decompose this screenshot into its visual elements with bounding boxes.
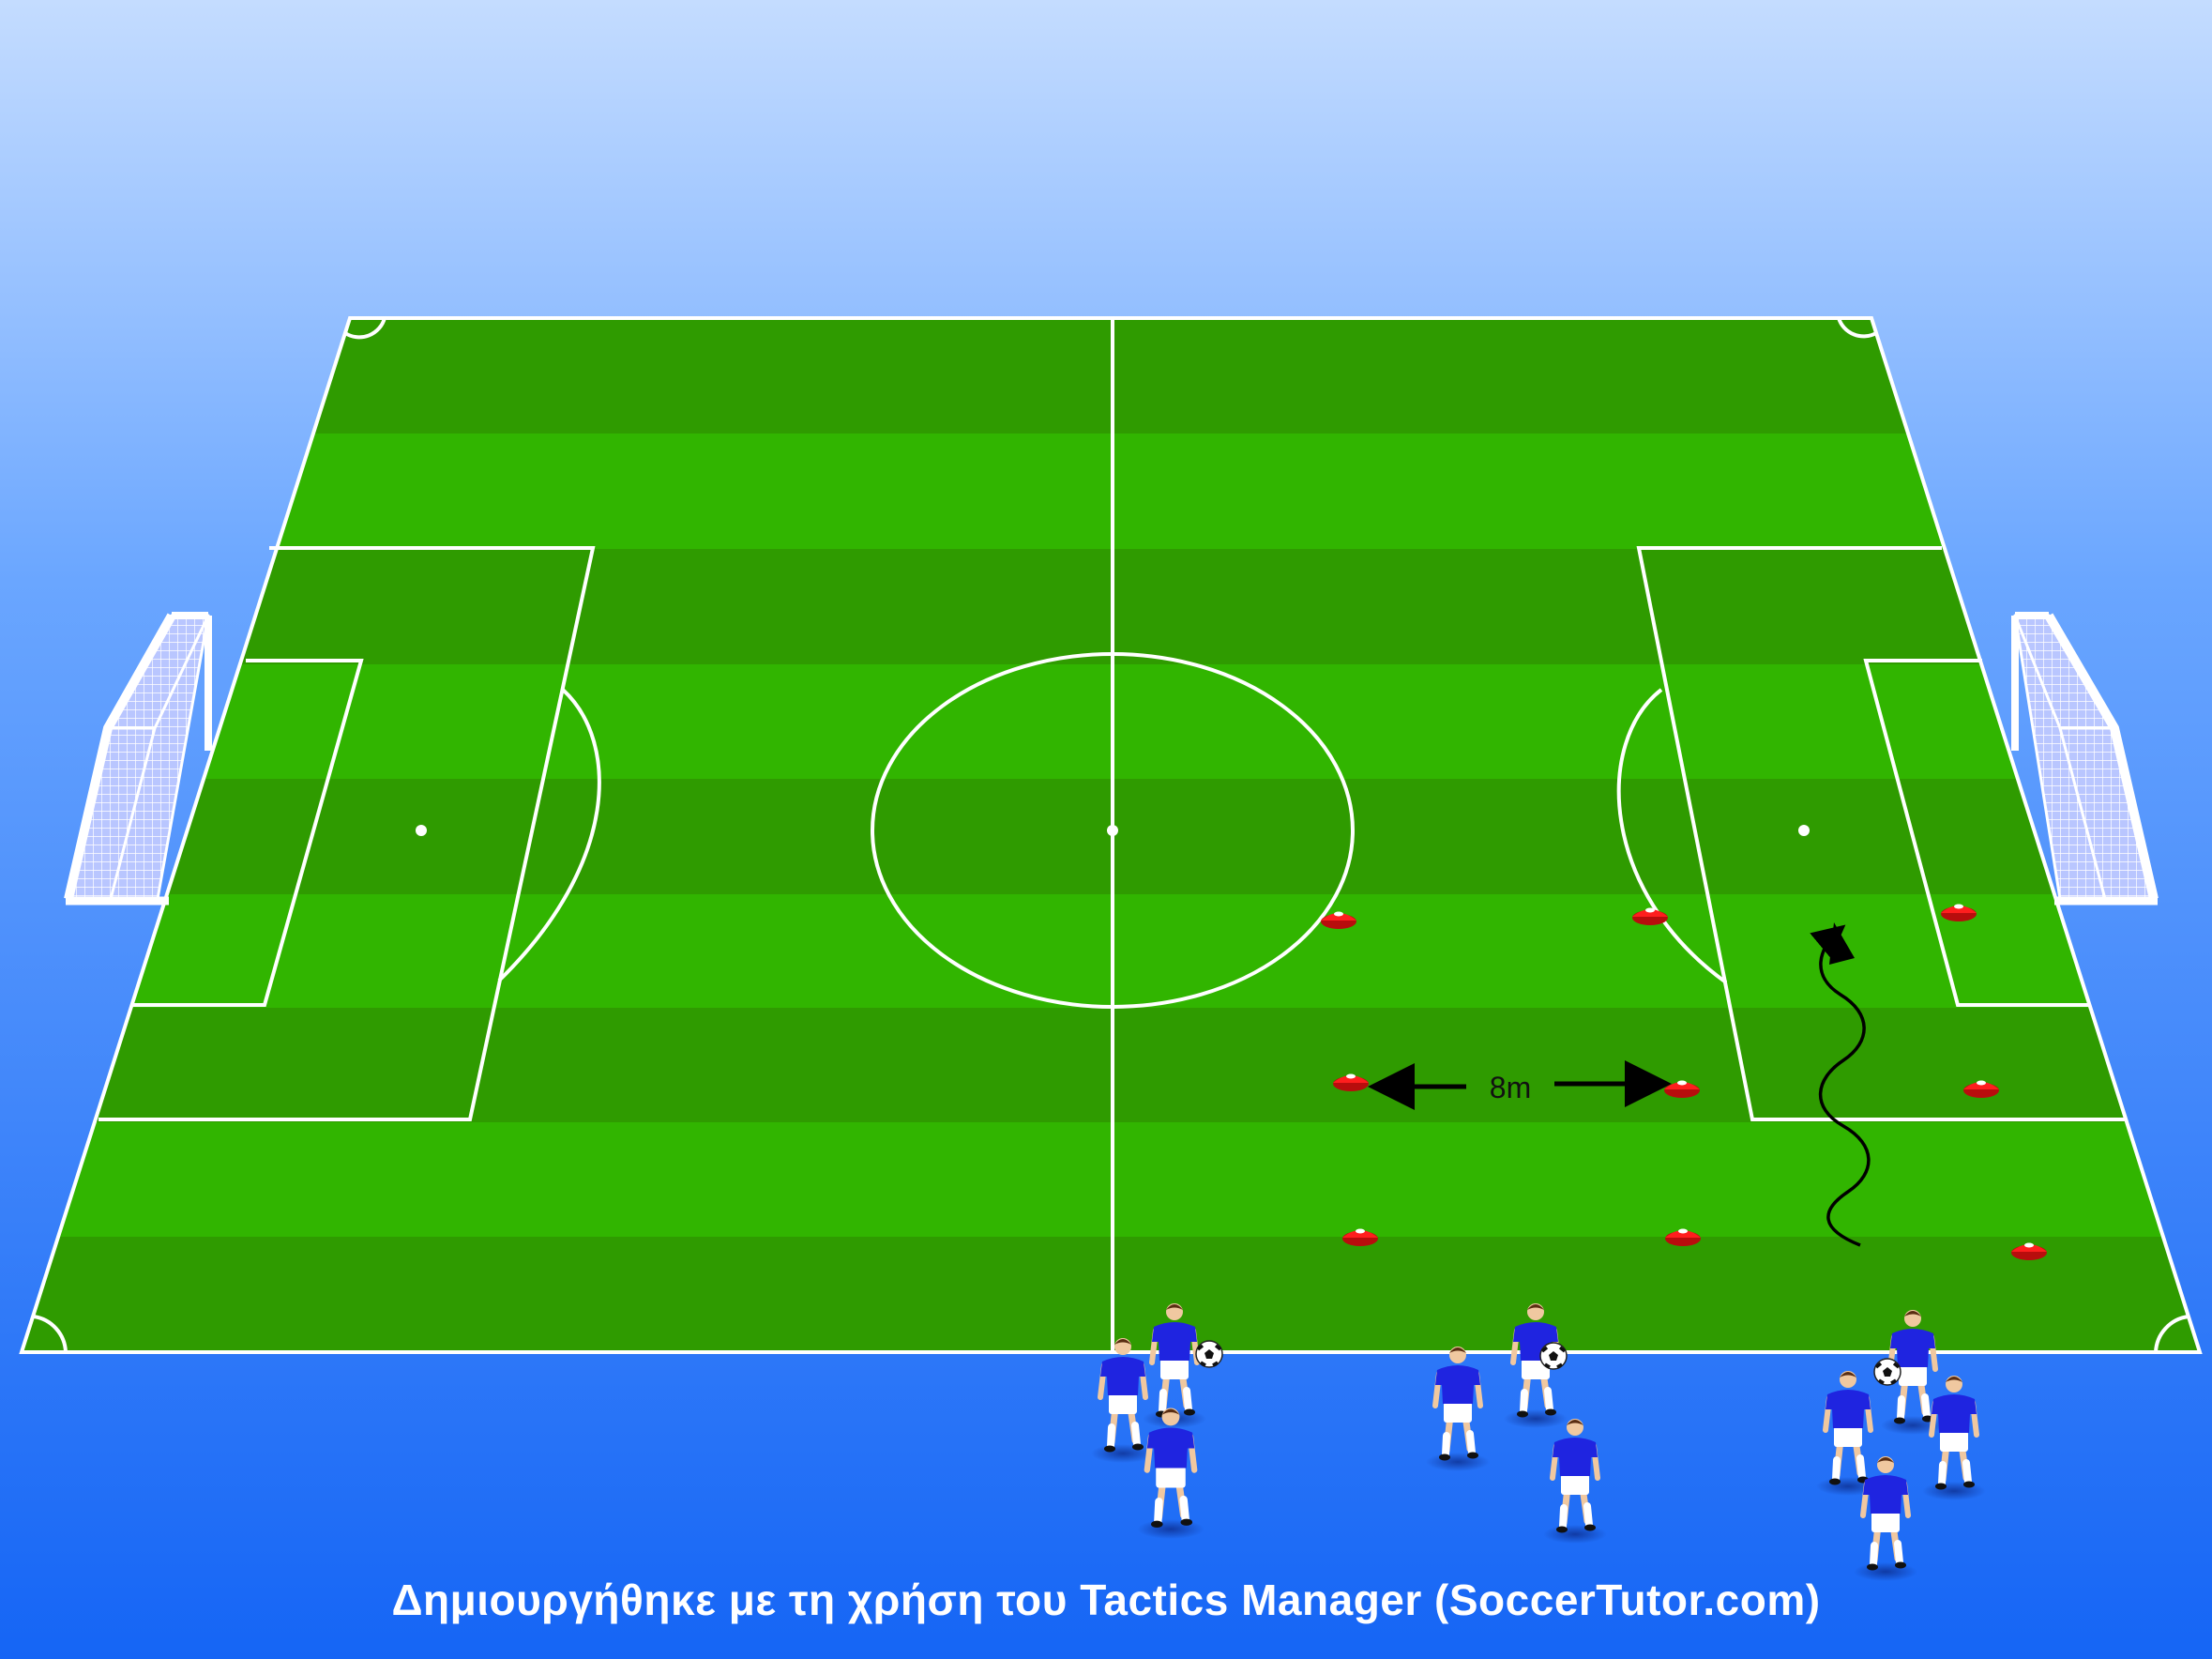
pitch bbox=[22, 318, 2200, 1352]
centre-circle bbox=[871, 652, 1355, 1009]
cone-icon bbox=[1342, 1228, 1378, 1246]
corner-arc-tr bbox=[1837, 317, 1877, 339]
cone-icon bbox=[1665, 1228, 1701, 1246]
corner-arc-br bbox=[2154, 1315, 2189, 1353]
player-icon bbox=[1504, 1303, 1568, 1428]
credit-text: Δημιουργήθηκε με τη χρήση του Tactics Ma… bbox=[391, 1575, 1821, 1624]
player-icon bbox=[1543, 1419, 1607, 1544]
cones bbox=[1321, 904, 2047, 1260]
player-icon bbox=[1873, 1310, 1945, 1435]
centre-spot bbox=[1107, 825, 1118, 836]
dribble-arrow-icon bbox=[1810, 924, 1871, 1247]
left-penalty-arc bbox=[497, 688, 601, 982]
right-penalty-area bbox=[1636, 546, 2125, 1121]
corner-arc-bl bbox=[33, 1315, 68, 1353]
distance-label: 8m bbox=[1490, 1071, 1531, 1104]
pitch-markings bbox=[19, 316, 2203, 1354]
corner-arc-tl bbox=[343, 317, 386, 340]
goal-net-icon bbox=[2011, 612, 2159, 906]
player-icon bbox=[1137, 1408, 1204, 1540]
player-icon bbox=[1426, 1347, 1490, 1471]
left-goal-area bbox=[133, 659, 364, 1007]
cone-icon bbox=[1941, 904, 1977, 921]
right-penalty-arc bbox=[1616, 688, 1728, 984]
cone-icon bbox=[1632, 907, 1668, 925]
cone-icon bbox=[2011, 1242, 2047, 1260]
player-icon bbox=[1854, 1456, 1917, 1581]
player-icon bbox=[1922, 1376, 1986, 1500]
left-penalty-spot bbox=[416, 825, 427, 836]
ball-icon bbox=[1195, 1340, 1223, 1368]
ball-icon bbox=[1539, 1342, 1568, 1370]
arrow-head bbox=[1829, 922, 1855, 965]
goal-net-icon bbox=[64, 612, 212, 906]
right-penalty-spot bbox=[1798, 825, 1810, 836]
ball-icon bbox=[1873, 1358, 1901, 1386]
left-penalty-area bbox=[98, 546, 596, 1121]
player-icon bbox=[1091, 1338, 1155, 1463]
cone-icon bbox=[1664, 1080, 1700, 1098]
right-goal-area bbox=[1863, 659, 2088, 1007]
players bbox=[1091, 1303, 1986, 1581]
touchline bbox=[19, 316, 2203, 1354]
cone-icon bbox=[1321, 911, 1356, 929]
cone-icon bbox=[1333, 1073, 1369, 1091]
player-icon bbox=[1816, 1371, 1880, 1496]
distance-marker bbox=[1368, 1060, 1672, 1110]
cone-icon bbox=[1963, 1080, 1999, 1098]
